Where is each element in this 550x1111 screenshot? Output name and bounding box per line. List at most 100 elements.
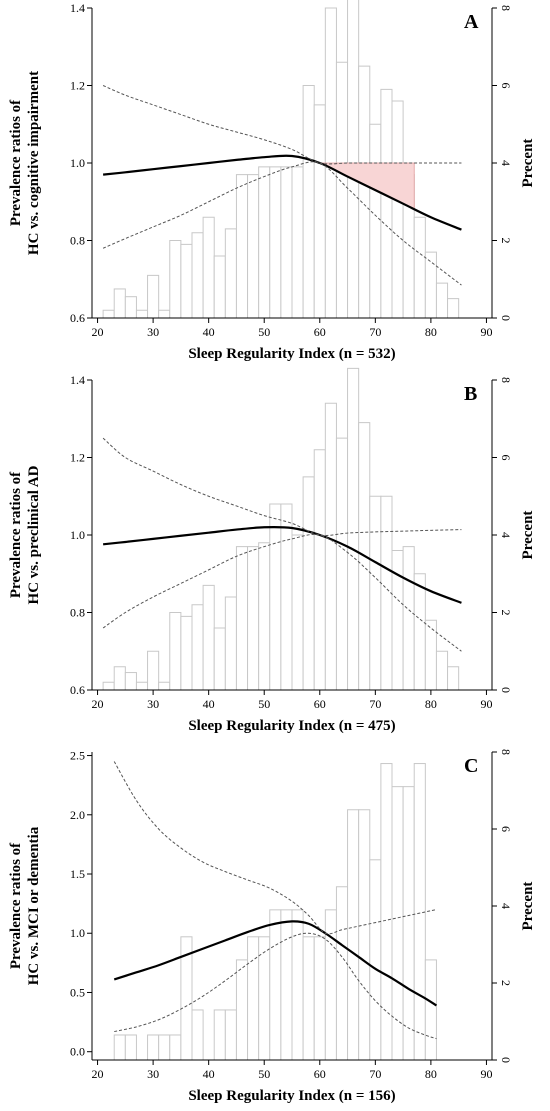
panel-label: B <box>464 383 477 405</box>
y2-tick-label: 2 <box>499 610 513 616</box>
histogram-bar <box>391 100 404 319</box>
x-tick-label: 80 <box>425 1067 437 1081</box>
histogram-bar <box>180 243 193 319</box>
y2-axis-title: Precent <box>520 882 536 931</box>
y2-axis-title: Precent <box>520 139 536 188</box>
histogram-bar <box>147 1034 160 1061</box>
histogram-bar <box>413 216 426 319</box>
histogram-bar <box>269 166 282 319</box>
x-tick-label: 60 <box>314 325 326 339</box>
histogram-bar <box>291 166 304 319</box>
x-axis-title: Sleep Regularity Index (n = 156) <box>188 1088 395 1104</box>
histogram-bar <box>424 959 437 1061</box>
x-tick-label: 70 <box>369 1067 381 1081</box>
upper-ci-line <box>113 761 437 935</box>
histogram-bar <box>302 476 315 691</box>
y-axis-title-line2: HC vs. preclinical AD <box>26 465 42 604</box>
y-tick-label: 2.0 <box>70 808 85 822</box>
histogram-bar <box>280 166 293 319</box>
y2-tick-label: 4 <box>499 532 513 538</box>
x-tick-label: 20 <box>92 697 104 711</box>
histogram-bar <box>269 503 282 691</box>
histogram-bar <box>235 174 249 319</box>
x-tick-label: 20 <box>92 1067 104 1081</box>
histogram-bar <box>113 666 126 691</box>
histogram-bar <box>313 104 326 319</box>
y-tick-label: 0.0 <box>70 1045 85 1059</box>
y-axis-title-line1: Prevalence ratios of <box>8 842 24 969</box>
y-tick-label: 1.4 <box>70 373 85 387</box>
x-tick-label: 50 <box>258 1067 270 1081</box>
histogram-bar <box>235 546 249 691</box>
histogram-bar <box>291 909 304 1061</box>
y2-tick-label: 2 <box>499 980 513 986</box>
histogram-bar <box>213 627 226 691</box>
x-axis-title: Sleep Regularity Index (n = 532) <box>188 346 395 362</box>
histogram-bar <box>447 666 460 691</box>
histogram-bar <box>358 65 371 319</box>
x-tick-label: 60 <box>314 1067 326 1081</box>
x-tick-label: 80 <box>425 325 437 339</box>
histogram-bar <box>380 88 393 319</box>
panel-a: 20 30 40 50 60 70 80 90 0.6 0.8 1.0 1.2 1.4 0 2 4 6 8 A Sle… <box>8 0 536 362</box>
histogram-bar <box>380 763 393 1061</box>
y-tick-label: 0.6 <box>70 311 85 325</box>
histogram-bar <box>280 503 293 691</box>
y-tick-label: 1.0 <box>70 926 85 940</box>
y2-tick-label: 2 <box>499 238 513 244</box>
histogram-bar <box>302 936 315 1061</box>
y2-tick-label: 6 <box>499 826 513 832</box>
x-tick-label: 70 <box>369 697 381 711</box>
histogram-bar <box>447 298 460 319</box>
x-tick-label: 80 <box>425 697 437 711</box>
histogram-bar <box>124 1034 137 1061</box>
histogram-bar <box>347 367 360 691</box>
histogram-bar <box>291 534 304 691</box>
histogram-bar <box>147 650 160 691</box>
histogram-bar <box>258 542 271 691</box>
x-axis-title: Sleep Regularity Index (n = 475) <box>188 718 395 734</box>
y-tick-label: 0.8 <box>70 234 85 248</box>
histogram-bar <box>213 1009 226 1061</box>
histogram-bar <box>191 1009 204 1061</box>
lower-ci-line <box>102 161 462 286</box>
histogram-bar <box>158 309 171 319</box>
histogram-bar <box>435 282 449 319</box>
histogram-bar <box>213 255 226 319</box>
y-tick-label: 1.4 <box>70 1 85 15</box>
histogram-bar <box>235 959 249 1061</box>
estimate-line <box>102 154 462 231</box>
histogram-bar <box>335 886 349 1061</box>
y2-tick-label: 8 <box>499 377 513 383</box>
panel-label: C <box>464 755 478 777</box>
panel-label: A <box>464 11 479 33</box>
histogram-bar <box>280 909 293 1061</box>
histogram-bar <box>335 437 349 691</box>
lower-ci-line <box>102 533 462 652</box>
histogram-bar <box>224 228 237 319</box>
y2-tick-label: 0 <box>499 1057 513 1063</box>
y2-tick-label: 6 <box>499 455 513 461</box>
histogram-bar <box>247 936 260 1061</box>
x-tick-label: 60 <box>314 697 326 711</box>
y2-tick-label: 0 <box>499 687 513 693</box>
histogram-bar <box>358 809 371 1061</box>
histogram-bar <box>135 309 149 319</box>
histogram-bar <box>169 240 182 319</box>
upper-ci-line <box>102 85 462 165</box>
y2-tick-label: 6 <box>499 83 513 89</box>
lower-ci-line <box>114 932 437 1040</box>
x-tick-label: 50 <box>258 325 270 339</box>
x-tick-label: 40 <box>203 697 215 711</box>
estimate-line <box>102 525 462 604</box>
histogram-bar <box>158 681 171 691</box>
upper-ci-line <box>102 437 462 536</box>
histogram-bar <box>269 909 282 1061</box>
histogram-bar <box>124 672 137 691</box>
y2-tick-label: 4 <box>499 903 513 909</box>
histogram-bar <box>102 309 115 319</box>
histogram-bar <box>313 449 326 691</box>
histogram-bar <box>402 546 415 691</box>
histogram-bar <box>302 85 315 319</box>
